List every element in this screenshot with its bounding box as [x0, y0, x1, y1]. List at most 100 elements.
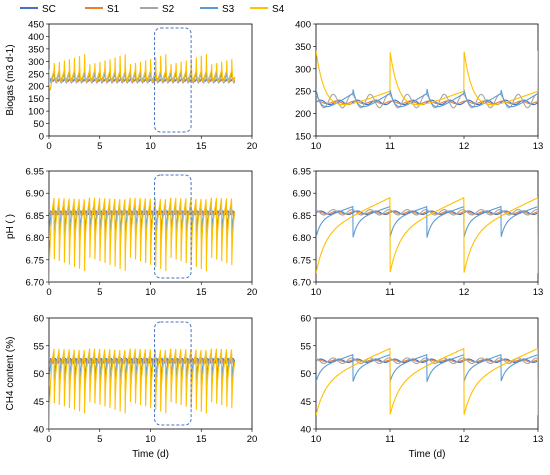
x-tick-label: 15 — [196, 434, 207, 445]
y-tick-label: 250 — [28, 69, 44, 80]
y-tick-label: 6.75 — [26, 255, 45, 266]
x-tick-label: 10 — [311, 434, 322, 445]
legend-label-s4: S4 — [272, 4, 285, 15]
y-tick-label: 6.75 — [293, 255, 312, 266]
y-tick-label: 60 — [300, 314, 311, 325]
y-axis-title: pH ( ) — [5, 214, 16, 239]
series-group — [316, 347, 538, 416]
y-tick-label: 300 — [28, 57, 44, 68]
y-tick-label: 350 — [295, 42, 311, 53]
x-tick-label: 5 — [97, 141, 102, 152]
y-tick-label: 200 — [295, 109, 311, 120]
x-tick-label: 20 — [247, 287, 258, 298]
zoom-window-box — [154, 174, 192, 279]
y-tick-label: 6.85 — [26, 211, 45, 222]
y-tick-label: 40 — [33, 425, 44, 436]
series-line-s4 — [316, 50, 538, 106]
y-tick-label: 300 — [295, 64, 311, 75]
panel-biogas-zoom: 150 200 250 300 350 400 10 11 12 13 — [295, 20, 543, 153]
series-line-s3 — [316, 88, 538, 108]
y-tick-label: 6.90 — [26, 189, 45, 200]
y-tick-label: 60 — [33, 314, 44, 325]
series-group — [49, 197, 236, 282]
series-line-sc — [316, 99, 538, 106]
y-tick-label: 6.90 — [293, 189, 312, 200]
x-tick-label: 13 — [533, 434, 544, 445]
x-axis-title: Time (d) — [409, 449, 446, 460]
x-tick-label: 15 — [196, 287, 207, 298]
x-axis-title: Time (d) — [132, 449, 169, 460]
x-tick-label: 0 — [46, 434, 51, 445]
series-line-s4 — [49, 197, 236, 282]
y-tick-label: 400 — [295, 20, 311, 31]
panel-ph-zoom: 6.70 6.75 6.80 6.85 6.90 6.95 10 11 12 13 — [293, 167, 544, 299]
y-tick-label: 450 — [28, 20, 44, 31]
y-tick-label: 100 — [28, 107, 44, 118]
plot-frame — [315, 23, 539, 137]
y-tick-label: 0 — [39, 132, 44, 143]
series-line-s2 — [316, 93, 538, 109]
y-tick-label: 6.95 — [26, 167, 45, 178]
y-tick-label: 6.70 — [293, 278, 312, 289]
x-tick-label: 10 — [145, 141, 156, 152]
legend: SC S1 S2 S3 S4 — [20, 4, 285, 15]
x-tick-label: 15 — [196, 141, 207, 152]
x-tick-label: 20 — [247, 141, 258, 152]
series-line-s3 — [49, 352, 236, 387]
y-tick-label: 6.80 — [26, 233, 45, 244]
series-line-s4 — [49, 54, 236, 91]
x-tick-label: 11 — [385, 287, 395, 298]
y-tick-label: 45 — [300, 397, 311, 408]
legend-label-s3: S3 — [222, 4, 235, 15]
y-tick-label: 6.80 — [293, 233, 312, 244]
series-group — [49, 54, 236, 91]
x-tick-label: 0 — [46, 287, 51, 298]
y-tick-label: 55 — [33, 341, 44, 352]
y-tick-label: 150 — [295, 132, 311, 143]
legend-label-sc: SC — [42, 4, 56, 15]
series-group — [316, 50, 538, 109]
x-tick-label: 10 — [145, 434, 156, 445]
y-tick-label: 45 — [33, 397, 44, 408]
x-tick-label: 11 — [385, 141, 395, 152]
legend-label-s2: S2 — [162, 4, 175, 15]
series-line-s4 — [316, 196, 538, 274]
series-group — [49, 348, 236, 429]
series-line-s4 — [49, 348, 236, 429]
x-tick-label: 13 — [533, 287, 544, 298]
y-tick-label: 6.95 — [293, 167, 312, 178]
y-tick-label: 40 — [300, 425, 311, 436]
x-tick-label: 5 — [97, 287, 102, 298]
x-tick-label: 12 — [459, 287, 470, 298]
panel-ch4-full: 40 45 50 55 60 0 5 10 15 20 CH4 content (%) Time (d… — [5, 314, 257, 461]
series-line-s3 — [316, 353, 538, 382]
x-tick-label: 13 — [533, 141, 544, 152]
y-tick-label: 250 — [295, 87, 311, 98]
x-tick-label: 10 — [311, 141, 322, 152]
panel-ch4-zoom: 40 45 50 55 60 10 11 12 13 Time (d) — [300, 314, 543, 461]
y-tick-label: 200 — [28, 82, 44, 93]
panel-ph-full: 6.70 6.75 6.80 6.85 6.90 6.95 0 5 10 15 20 pH ( ) — [5, 167, 257, 299]
y-tick-label: 55 — [300, 341, 311, 352]
series-line-s1 — [316, 100, 538, 105]
x-tick-label: 10 — [311, 287, 322, 298]
y-tick-label: 6.85 — [293, 211, 312, 222]
y-tick-label: 6.70 — [26, 278, 45, 289]
y-tick-label: 50 — [33, 369, 44, 380]
series-group — [316, 196, 538, 274]
legend-label-s1: S1 — [107, 4, 120, 15]
x-tick-label: 11 — [385, 434, 395, 445]
x-tick-label: 12 — [459, 434, 470, 445]
y-tick-label: 400 — [28, 32, 44, 43]
x-tick-label: 0 — [46, 141, 51, 152]
x-tick-label: 5 — [97, 434, 102, 445]
series-line-s4 — [316, 347, 538, 416]
x-tick-label: 12 — [459, 141, 470, 152]
x-tick-label: 10 — [145, 287, 156, 298]
zoom-window-box — [154, 27, 192, 133]
y-axis-title: CH4 content (%) — [5, 337, 16, 411]
x-tick-label: 20 — [247, 434, 258, 445]
y-tick-label: 150 — [28, 94, 44, 105]
